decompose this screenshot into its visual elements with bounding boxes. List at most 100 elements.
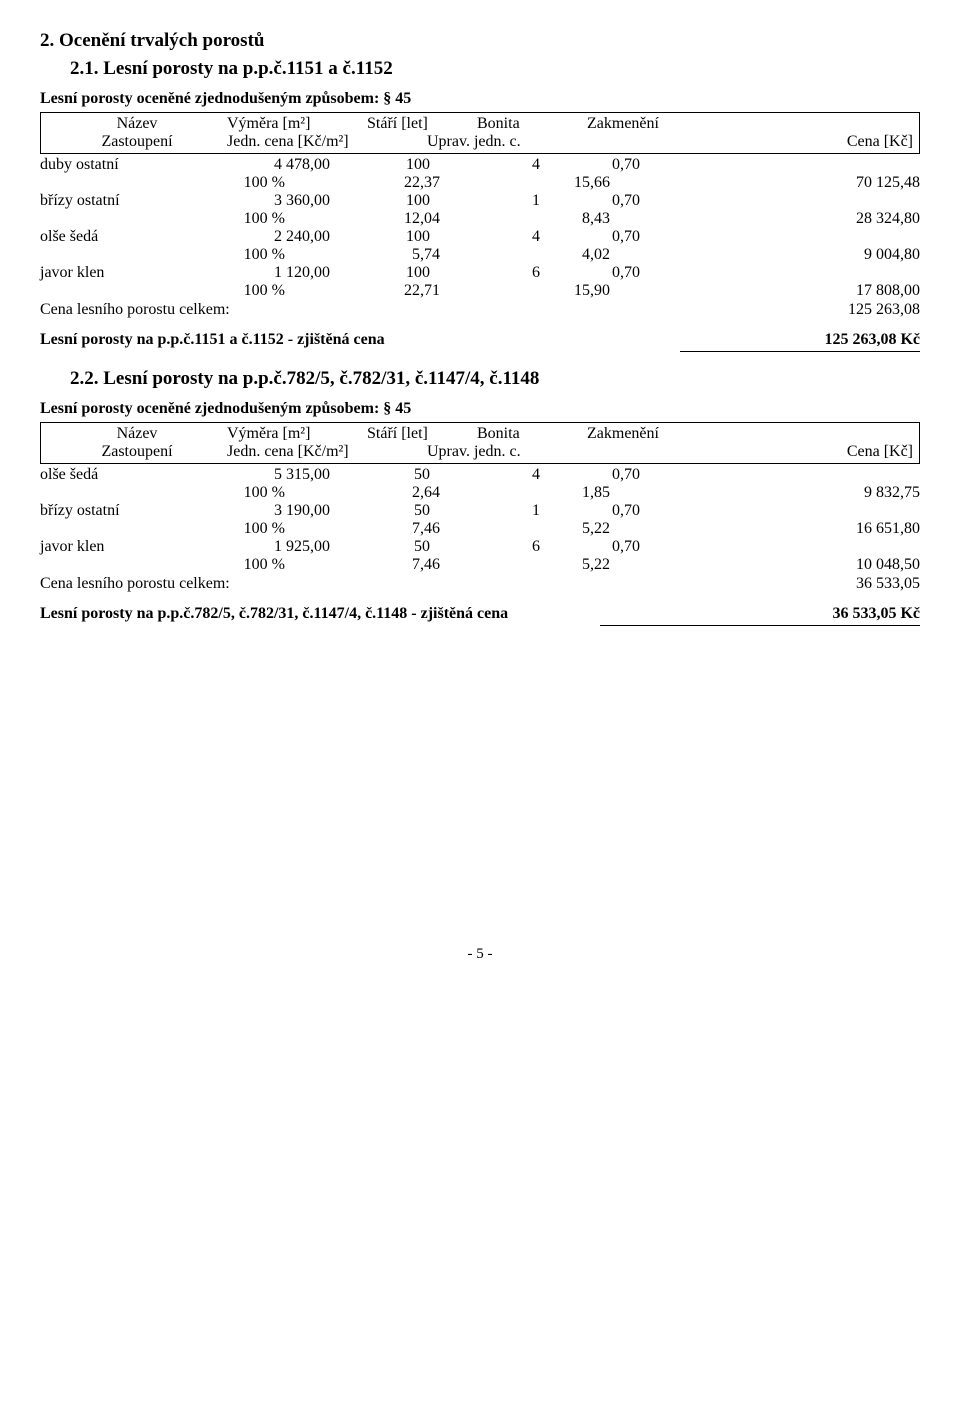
d-zakmen: 0,70 [540,228,640,246]
table-row-line1: javor klen1 925,005060,70 [40,538,920,556]
d-blank [640,502,920,520]
h-zast: Zastoupení [47,133,227,151]
table-row-line2: 100 %5,744,029 004,80 [40,246,920,264]
header-row1: Název Výměra [m²] Stáří [let] Bonita Zak… [47,425,913,443]
d-bonita: 1 [430,502,540,520]
h-uprav: Uprav. jedn. c. [427,443,607,461]
d-stari: 50 [330,538,430,556]
d-name: javor klen [40,264,200,282]
h-vymera: Výměra [m²] [227,115,367,133]
d-blank [640,538,920,556]
d-name: olše šedá [40,228,200,246]
intro-22: Lesní porosty oceněné zjednodušeným způs… [40,400,920,418]
h-blank [707,425,913,443]
d-uprav: 15,66 [440,174,610,192]
result-21: Lesní porosty na p.p.č.1151 a č.1152 - z… [40,331,920,352]
d-blank [640,228,920,246]
d-name: břízy ostatní [40,502,200,520]
section-title: 2. Ocenění trvalých porostů [40,30,920,52]
result-val: 125 263,08 Kč [680,331,920,352]
rows-22: olše šedá5 315,005040,70100 %2,641,859 8… [40,466,920,574]
d-pct: 100 % [40,210,285,228]
h-uprav: Uprav. jedn. c. [427,133,607,151]
result-22: Lesní porosty na p.p.č.782/5, č.782/31, … [40,605,920,626]
d-stari: 100 [330,264,430,282]
subsection-21-title: 2.1. Lesní porosty na p.p.č.1151 a č.115… [70,58,920,80]
h-zast: Zastoupení [47,443,227,461]
d-name: duby ostatní [40,156,200,174]
page-number: - 5 - [40,946,920,963]
d-pct: 100 % [40,520,285,538]
d-zakmen: 0,70 [540,502,640,520]
d-cena: 10 048,50 [610,556,920,574]
d-uprav: 1,85 [440,484,610,502]
d-bonita: 4 [430,466,540,484]
d-jedn: 7,46 [285,520,440,538]
d-name: olše šedá [40,466,200,484]
d-uprav: 15,90 [440,282,610,300]
d-vymera: 3 360,00 [200,192,330,210]
table-row-line1: břízy ostatní3 190,005010,70 [40,502,920,520]
d-stari: 50 [330,502,430,520]
d-jedn: 2,64 [285,484,440,502]
result-label: Lesní porosty na p.p.č.782/5, č.782/31, … [40,605,600,626]
h-cenakc: Cena [Kč] [607,133,913,151]
d-jedn: 22,37 [285,174,440,192]
h-vymera: Výměra [m²] [227,425,367,443]
rows-21: duby ostatní4 478,0010040,70100 %22,3715… [40,156,920,300]
d-stari: 50 [330,466,430,484]
d-bonita: 6 [430,264,540,282]
d-pct: 100 % [40,246,285,264]
d-cena: 70 125,48 [610,174,920,192]
d-pct: 100 % [40,556,285,574]
d-stari: 100 [330,228,430,246]
table-row-line1: duby ostatní4 478,0010040,70 [40,156,920,174]
d-vymera: 4 478,00 [200,156,330,174]
d-vymera: 5 315,00 [200,466,330,484]
d-cena: 9 004,80 [610,246,920,264]
d-vymera: 3 190,00 [200,502,330,520]
h-nazev: Název [47,425,227,443]
h-bonita: Bonita [477,425,587,443]
header-row2: Zastoupení Jedn. cena [Kč/m²] Uprav. jed… [47,133,913,151]
d-name: břízy ostatní [40,192,200,210]
h-cenakc: Cena [Kč] [607,443,913,461]
d-zakmen: 0,70 [540,538,640,556]
table-row-line1: břízy ostatní3 360,0010010,70 [40,192,920,210]
result-val: 36 533,05 Kč [600,605,920,626]
d-stari: 100 [330,192,430,210]
d-pct: 100 % [40,174,285,192]
d-bonita: 4 [430,228,540,246]
d-uprav: 5,22 [440,520,610,538]
h-blank [707,115,913,133]
h-stari: Stáří [let] [367,115,477,133]
header-box-21: Název Výměra [m²] Stáří [let] Bonita Zak… [40,112,920,154]
d-pct: 100 % [40,484,285,502]
total-label: Cena lesního porostu celkem: [40,575,720,593]
table-row-line2: 100 %12,048,4328 324,80 [40,210,920,228]
d-zakmen: 0,70 [540,192,640,210]
d-blank [640,466,920,484]
d-cena: 17 808,00 [610,282,920,300]
table-row-line2: 100 %7,465,2210 048,50 [40,556,920,574]
d-zakmen: 0,70 [540,466,640,484]
table-row-line1: javor klen1 120,0010060,70 [40,264,920,282]
h-stari: Stáří [let] [367,425,477,443]
d-blank [640,192,920,210]
table-row-line1: olše šedá2 240,0010040,70 [40,228,920,246]
total-val: 125 263,08 [720,301,920,319]
d-cena: 28 324,80 [610,210,920,228]
header-row1: Název Výměra [m²] Stáří [let] Bonita Zak… [47,115,913,133]
result-label: Lesní porosty na p.p.č.1151 a č.1152 - z… [40,331,680,352]
d-name: javor klen [40,538,200,556]
table-row-line2: 100 %2,641,859 832,75 [40,484,920,502]
d-uprav: 5,22 [440,556,610,574]
h-zakmen: Zakmenění [587,425,707,443]
table-row-line2: 100 %7,465,2216 651,80 [40,520,920,538]
d-uprav: 4,02 [440,246,610,264]
d-bonita: 6 [430,538,540,556]
h-cena: Jedn. cena [Kč/m²] [227,133,427,151]
d-pct: 100 % [40,282,285,300]
d-vymera: 1 120,00 [200,264,330,282]
h-cena: Jedn. cena [Kč/m²] [227,443,427,461]
